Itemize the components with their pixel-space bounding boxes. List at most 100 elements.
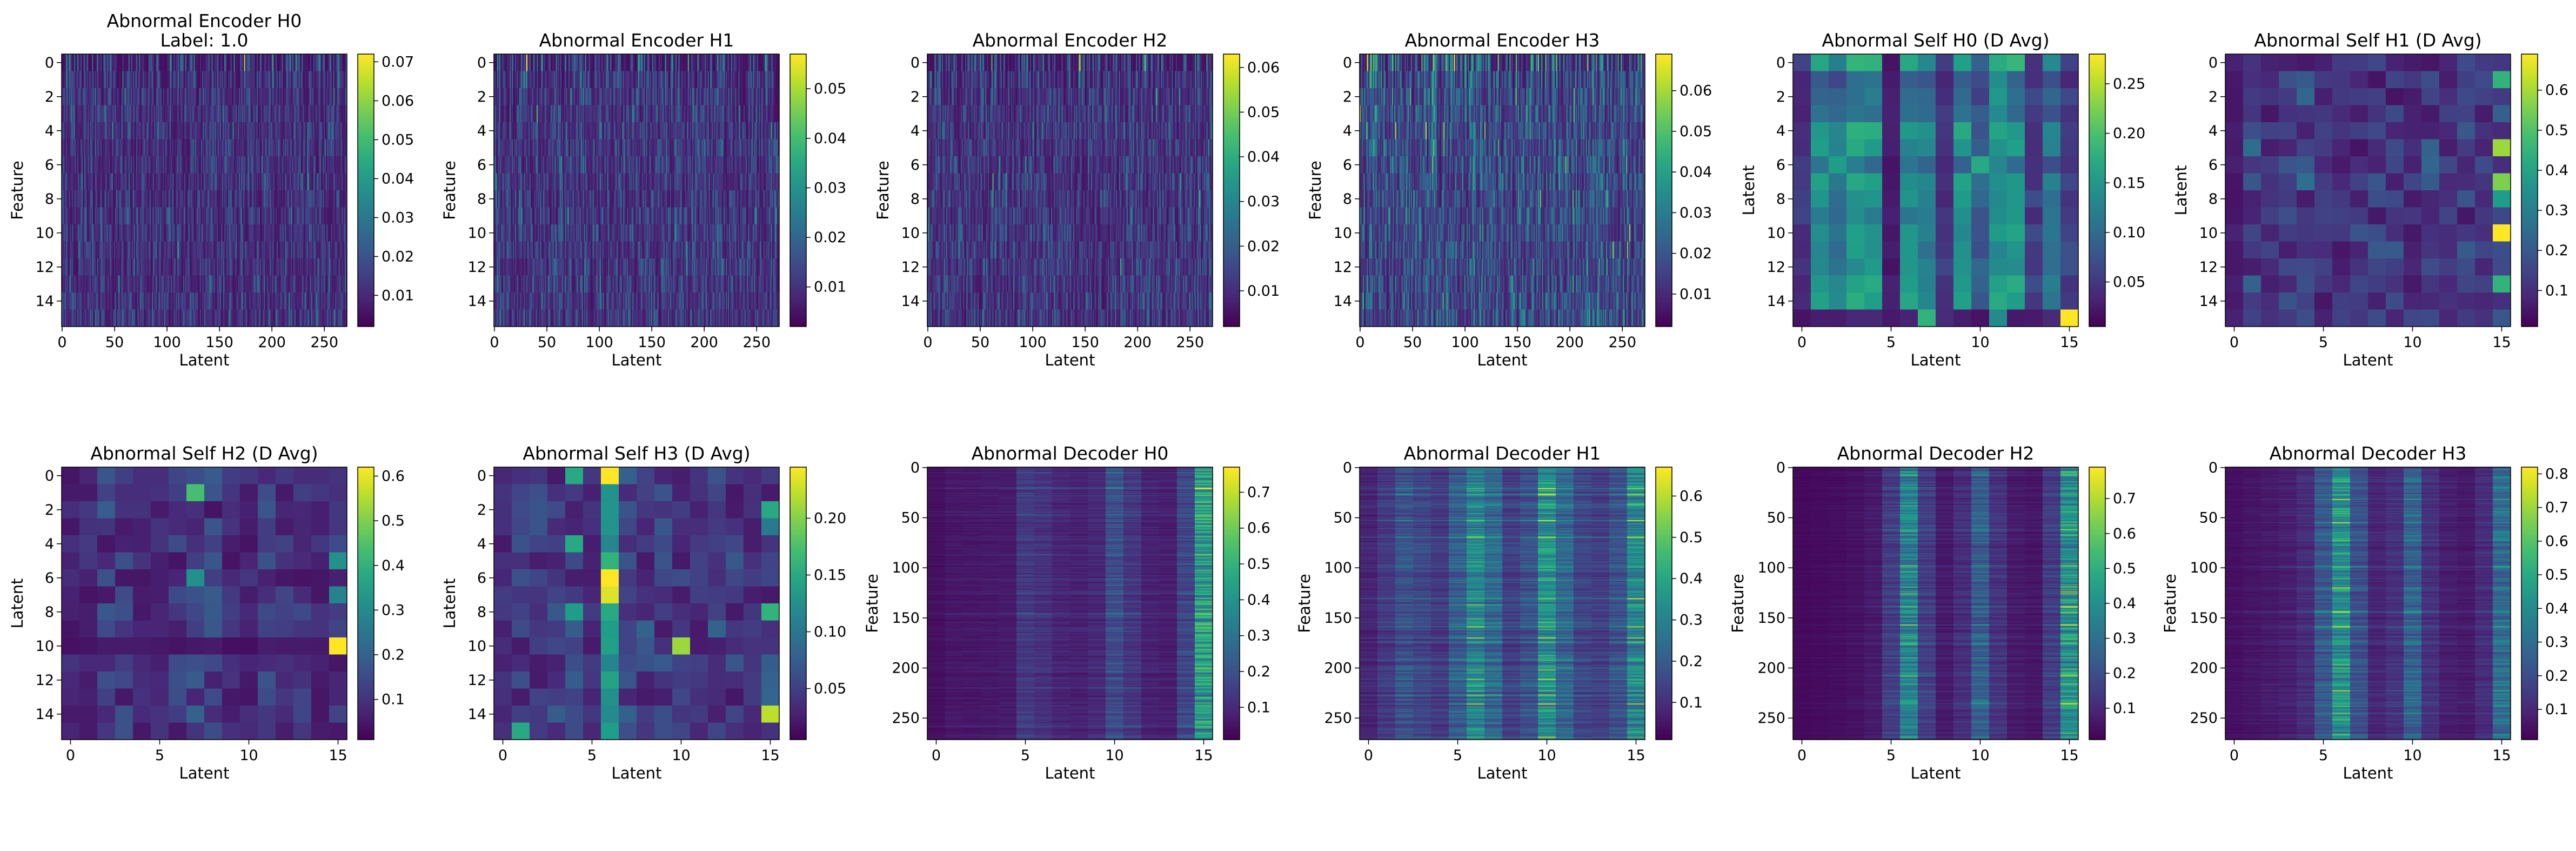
y-tick-label: 100 xyxy=(2190,560,2218,576)
y-tick-label: 8 xyxy=(45,604,54,621)
colorbar-tick-label: 0.03 xyxy=(1247,194,1280,210)
heatmap-panel: 0 5 10 15050100150200250LatentFeatureAbnorm… xyxy=(1729,443,2136,782)
colorbar-tick-label: 0.7 xyxy=(2113,490,2136,507)
heatmap-panel: 0 50 100 150 200 250 0 2 4 6 8 10 12 14 Latent Feature A… xyxy=(8,10,414,369)
y-tick-label: 0 xyxy=(2209,460,2218,476)
colorbar xyxy=(789,467,807,740)
y-tick-label: 4 xyxy=(911,123,920,139)
x-tick-label: 0 xyxy=(1364,747,1373,764)
x-tick-label: 100 xyxy=(153,334,181,351)
colorbar-tick-label: 0.06 xyxy=(382,92,414,109)
x-tick-label: 5 xyxy=(2319,334,2328,351)
x-axis-label: Latent xyxy=(179,351,230,369)
x-tick-label: 15 xyxy=(761,747,779,764)
heatmap-panel: 0 5 10 15 0 2 4 6 8 10 12 14 Latent Latent Abnormal Se… xyxy=(440,443,846,782)
colorbar-tick-label: 0.4 xyxy=(2545,162,2568,179)
colorbar-tick-label: 0.1 xyxy=(2545,282,2568,299)
panel-title: Abnormal Encoder H1 xyxy=(539,30,734,51)
y-tick-label: 14 xyxy=(468,293,486,310)
y-tick-label: 10 xyxy=(1767,225,1785,242)
x-tick-label: 50 xyxy=(105,334,124,351)
y-tick-label: 4 xyxy=(45,536,54,553)
heatmap-cells xyxy=(494,54,779,327)
y-tick-label: 4 xyxy=(1776,123,1785,139)
y-tick-label: 2 xyxy=(911,89,920,105)
plot-frame xyxy=(1359,54,1645,327)
colorbar-tick-label: 0.6 xyxy=(2545,82,2568,99)
colorbar-tick-label: 0.02 xyxy=(1247,238,1280,255)
y-tick-label: 12 xyxy=(2199,259,2218,276)
x-tick-label: 0 xyxy=(1797,747,1806,764)
x-axis-label: Latent xyxy=(612,764,662,782)
y-tick-label: 6 xyxy=(2209,157,2218,174)
y-tick-label: 12 xyxy=(468,259,486,276)
plot-frame xyxy=(927,467,1213,740)
heatmap-panel: 0 5 10 15 0 2 4 6 8 10 12 14 Latent Latent Abnormal Se… xyxy=(1739,30,2145,369)
y-tick-label: 8 xyxy=(911,191,920,208)
colorbar-tick-label: 0.3 xyxy=(382,602,405,619)
y-axis-label: Feature xyxy=(874,161,892,220)
colorbar xyxy=(357,467,374,740)
x-axis-label: Latent xyxy=(179,764,230,782)
x-tick-label: 250 xyxy=(1608,334,1636,351)
colorbar-tick-label: 0.6 xyxy=(1680,488,1703,504)
panel-title: Abnormal Encoder H2 xyxy=(973,30,1168,51)
heatmap-panel: 0 50 100 150 200 250 0 2 4 6 8 10 12 14 Latent Feature A… xyxy=(874,30,1280,369)
panel-title: Abnormal Decoder H0 xyxy=(972,443,1169,464)
y-tick-label: 12 xyxy=(1767,259,1785,276)
colorbar-tick-label: 0.04 xyxy=(814,130,846,147)
y-tick-label: 14 xyxy=(468,706,486,723)
colorbar-tick-label: 0.02 xyxy=(382,248,414,265)
colorbar-tick-label: 0.5 xyxy=(1247,556,1270,573)
y-tick-label: 250 xyxy=(892,710,920,727)
y-tick-label: 6 xyxy=(477,570,486,587)
y-axis-label: Latent xyxy=(2172,165,2190,216)
y-tick-label: 0 xyxy=(477,55,486,71)
y-tick-label: 14 xyxy=(36,706,54,723)
colorbar-tick-label: 0.6 xyxy=(1247,520,1270,537)
y-tick-label: 0 xyxy=(1343,55,1352,71)
y-tick-label: 200 xyxy=(2190,660,2218,677)
colorbar-tick-label: 0.1 xyxy=(1247,699,1270,716)
y-tick-label: 0 xyxy=(911,460,920,476)
x-tick-label: 10 xyxy=(2403,334,2421,351)
y-tick-label: 50 xyxy=(901,510,920,527)
panel-subtitle: Label: 1.0 xyxy=(160,30,248,51)
heatmap-cells xyxy=(1360,467,1645,740)
y-tick-label: 14 xyxy=(36,293,54,310)
y-tick-label: 4 xyxy=(477,123,486,139)
y-tick-label: 12 xyxy=(36,259,54,276)
x-tick-label: 10 xyxy=(2403,747,2421,764)
heatmap-cells xyxy=(494,467,779,740)
x-tick-label: 100 xyxy=(585,334,613,351)
x-tick-label: 0 xyxy=(932,747,941,764)
panel-title: Abnormal Self H1 (D Avg) xyxy=(2254,30,2481,51)
y-axis-label: Latent xyxy=(440,579,459,629)
colorbar-tick-label: 0.15 xyxy=(814,567,846,584)
colorbar xyxy=(1223,467,1240,740)
y-tick-label: 14 xyxy=(1767,293,1785,310)
x-tick-label: 0 xyxy=(923,334,932,351)
y-tick-label: 250 xyxy=(2190,710,2218,727)
y-axis-label: Feature xyxy=(8,161,26,220)
y-tick-label: 12 xyxy=(468,672,486,689)
y-tick-label: 0 xyxy=(2209,55,2218,71)
colorbar-tick-label: 0.05 xyxy=(814,681,846,697)
colorbar-tick-label: 0.4 xyxy=(1680,570,1703,587)
colorbar xyxy=(1655,467,1672,740)
y-tick-label: 8 xyxy=(477,604,486,621)
y-axis-label: Feature xyxy=(440,161,459,220)
x-tick-label: 200 xyxy=(258,334,286,351)
y-tick-label: 2 xyxy=(1776,89,1785,105)
colorbar xyxy=(789,54,807,327)
y-tick-label: 0 xyxy=(477,468,486,484)
heatmap-cells xyxy=(2225,467,2511,740)
panel-title: Abnormal Encoder H0 xyxy=(107,10,302,31)
colorbar-tick-label: 0.25 xyxy=(2113,76,2145,92)
y-axis-label: Feature xyxy=(2161,574,2179,633)
plot-frame xyxy=(2225,54,2511,327)
x-tick-label: 15 xyxy=(2492,747,2511,764)
colorbar-tick-label: 0.4 xyxy=(2113,595,2136,612)
x-tick-label: 10 xyxy=(239,747,258,764)
x-tick-label: 15 xyxy=(1627,747,1645,764)
